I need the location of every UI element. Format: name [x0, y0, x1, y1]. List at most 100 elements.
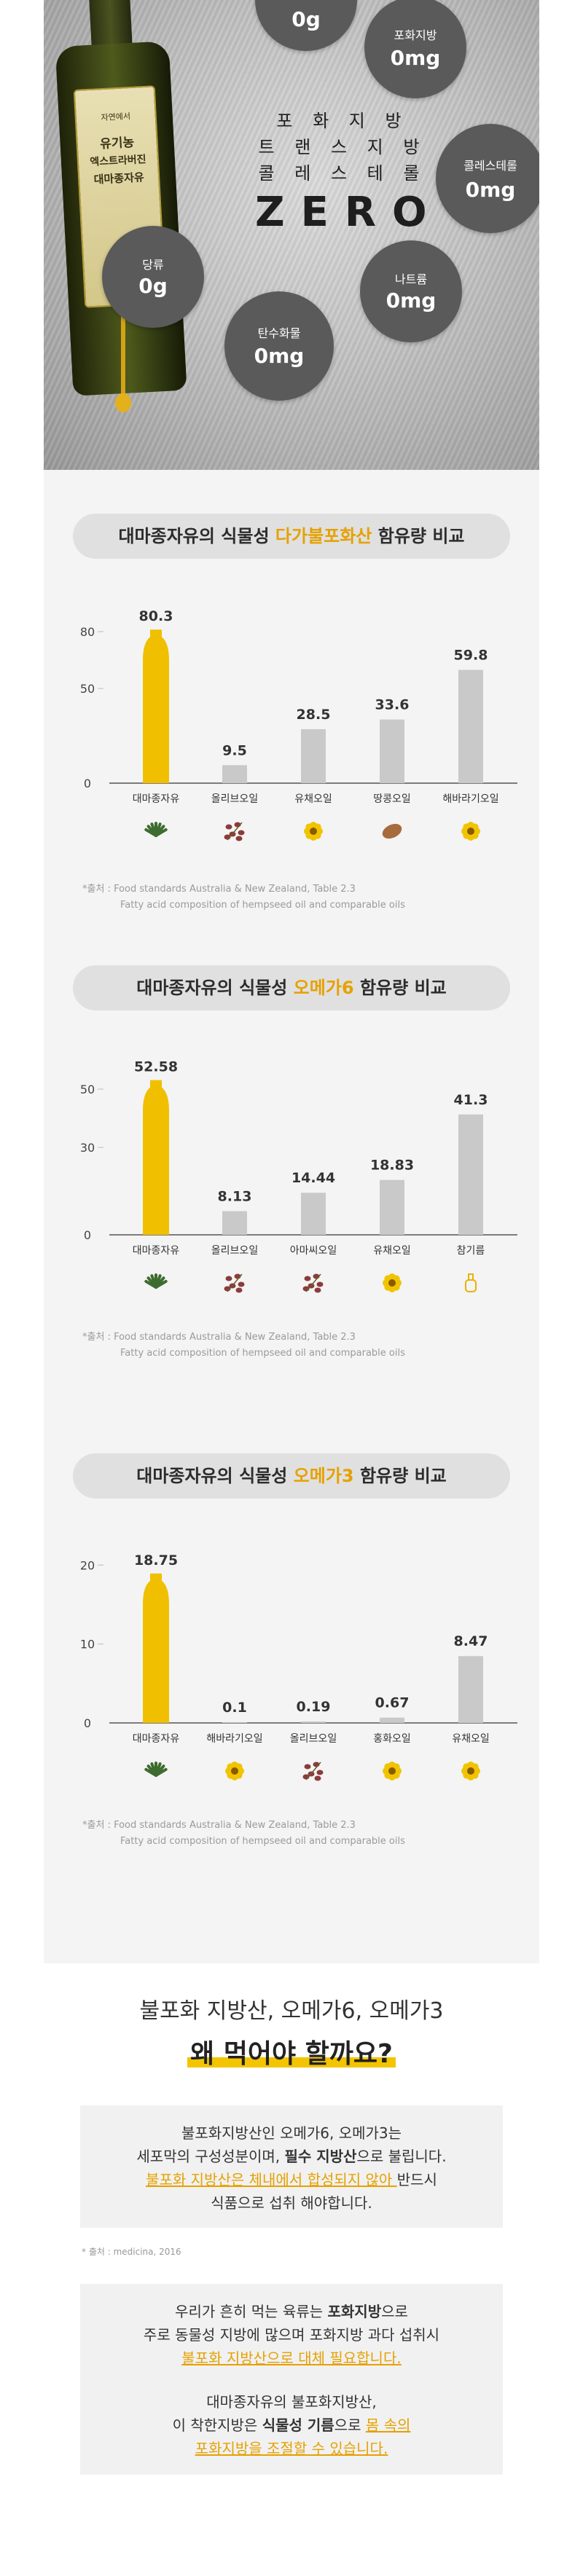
chart-footnote-omega6: *출처 : Food standards Australia & New Zea… — [82, 1332, 405, 1359]
chart-block-omega6: 대마종자유의 식물성 오메가6 함유량 비교 0 30 50 52.58 대마종자유 8.… — [44, 965, 539, 1461]
bar — [380, 1179, 404, 1235]
category-label: 홍화오일 — [373, 1733, 411, 1745]
y-tick-label: 30 — [80, 1141, 95, 1155]
category-label: 땅콩오일 — [373, 793, 411, 805]
bar-hemp-bottle — [143, 1080, 169, 1235]
bar-hemp-bottle — [143, 1573, 169, 1723]
nutrient-bubble-sugar: 당류 0g — [102, 226, 204, 328]
bar-value-label: 0.67 — [375, 1695, 410, 1711]
olive-icon — [224, 822, 245, 841]
chart-block-omega3: 대마종자유의 식물성 오메가3 함유량 비교 0 10 20 18.75 대마종자유 0.… — [44, 1453, 539, 1949]
category-label: 대마종자유 — [133, 1733, 180, 1745]
hemp-leaf-icon — [144, 1762, 168, 1777]
bar — [222, 765, 247, 783]
chart-footnote-pufa: *출처 : Food standards Australia & New Zea… — [82, 884, 405, 911]
category-label: 올리브오일 — [211, 1245, 258, 1257]
chart-footnote-omega3: *출처 : Food standards Australia & New Zea… — [82, 1820, 405, 1847]
hero-line-3: 콜 레 스 테 롤 — [258, 163, 427, 184]
hero-line-2: 트 랜 스 지 방 — [258, 137, 427, 157]
essential-fatty-acid-box: 불포화지방산인 오메가6, 오메가3는 세포막의 구성성분이며, 필수 지방산으… — [80, 2105, 503, 2228]
bar — [458, 669, 483, 783]
sesame-oil-icon — [465, 1273, 477, 1292]
category-label: 아마씨오일 — [290, 1245, 337, 1257]
bar — [222, 1721, 247, 1723]
chart-title-omega6: 대마종자유의 식물성 오메가6 함유량 비교 — [73, 965, 510, 1010]
olive-icon — [302, 1762, 324, 1781]
chart-title-pufa: 대마종자유의 식물성 다가불포화산 함유량 비교 — [73, 514, 510, 559]
category-label: 올리브오일 — [290, 1733, 337, 1745]
hemp-leaf-icon — [144, 822, 168, 837]
safflower-icon — [383, 1762, 402, 1780]
category-label: 대마종자유 — [133, 1245, 180, 1257]
bar-value-label: 0.19 — [297, 1699, 331, 1715]
bar-chart-pufa: 0 50 80 80.3 대마종자유 9.5 올리브오일 28.5 유채오일 33.6 땅콩오일 59… — [80, 608, 517, 841]
chart-title-omega3: 대마종자유의 식물성 오메가3 함유량 비교 — [73, 1453, 510, 1499]
bar-chart-omega3: 0 10 20 18.75 대마종자유 0.1 해바라기오일 0.19 올리브오일 0.67 홍화오… — [80, 1552, 517, 1781]
hero-line-1: 포 화 지 방 — [276, 111, 409, 131]
y-tick-label: 10 — [80, 1638, 95, 1652]
category-label: 유채오일 — [294, 793, 332, 805]
category-label: 해바라기오일 — [206, 1733, 262, 1745]
category-label: 참기름 — [457, 1245, 485, 1257]
y-tick-label: 20 — [80, 1558, 95, 1572]
bar-hemp-bottle — [143, 629, 169, 783]
chart-block-pufa: 대마종자유의 식물성 다가불포화산 함유량 비교 0 50 80 80.3 대마종자유 9… — [44, 470, 539, 965]
saturated-fat-box: 우리가 흔히 먹는 육류는 포화지방으로 주로 동물성 지방에 많으며 포화지방… — [80, 2284, 503, 2475]
bar-value-label: 80.3 — [139, 608, 173, 624]
nutrient-bubble-cholesterol: 콜레스테롤 0mg — [436, 124, 539, 233]
rapeseed-flower-icon — [383, 1273, 402, 1292]
rapeseed-flower-icon — [461, 1762, 480, 1780]
y-tick-label: 80 — [80, 625, 95, 639]
source-note: * 출처 : medicina, 2016 — [82, 2247, 181, 2257]
why-subtitle: 불포화 지방산, 오메가6, 오메가3 — [139, 1998, 444, 2024]
bar — [380, 719, 404, 783]
oil-drop — [115, 393, 131, 412]
y-tick-label: 50 — [80, 1083, 95, 1096]
nutrient-bubble-sodium: 나트륨 0mg — [360, 240, 462, 342]
peanut-icon — [382, 823, 402, 839]
sunflower-icon — [225, 1762, 244, 1780]
category-label: 유채오일 — [452, 1733, 490, 1745]
bar-value-label: 18.75 — [134, 1552, 178, 1568]
hemp-leaf-icon — [144, 1273, 168, 1289]
bar — [458, 1656, 483, 1723]
zero-text: ZERO — [255, 189, 443, 236]
bar-value-label: 0.1 — [222, 1700, 247, 1716]
bar — [458, 1114, 483, 1235]
oil-bottle-image: 자연에서 유기농 엑스트라버진 대마종자유 — [45, 0, 192, 411]
bar — [301, 729, 326, 783]
oil-drip — [121, 291, 125, 401]
y-tick-label: 0 — [84, 777, 91, 790]
bar-value-label: 9.5 — [222, 742, 247, 758]
nutrient-bubble-carbohydrate: 탄수화물 0mg — [224, 291, 334, 401]
bar — [301, 1721, 326, 1723]
why-title: 왜 먹어야 할까요? — [0, 2033, 583, 2070]
bar-value-label: 18.83 — [370, 1158, 414, 1174]
category-label: 올리브오일 — [211, 793, 258, 805]
bar-value-label: 8.47 — [454, 1633, 488, 1649]
comparison-section: 대마종자유의 식물성 다가불포화산 함유량 비교 0 50 80 80.3 대마종자유 9… — [44, 470, 539, 1963]
rapeseed-flower-icon — [304, 822, 323, 841]
flaxseed-icon — [302, 1273, 324, 1293]
bar-value-label: 8.13 — [218, 1188, 252, 1204]
category-label: 대마종자유 — [133, 793, 180, 805]
hero-banner: 자연에서 유기농 엑스트라버진 대마종자유 0g 포화지방 0mg 콜레스테롤 … — [44, 0, 539, 470]
y-tick-label: 0 — [84, 1228, 91, 1242]
y-tick-label: 0 — [84, 1716, 91, 1730]
olive-icon — [224, 1273, 245, 1293]
bar-value-label: 41.3 — [454, 1092, 488, 1108]
bar — [222, 1211, 247, 1235]
y-tick-label: 50 — [80, 682, 95, 696]
bar-value-label: 59.8 — [454, 648, 488, 664]
bar — [301, 1193, 326, 1235]
bar — [380, 1717, 404, 1723]
bar-value-label: 14.44 — [292, 1170, 335, 1186]
category-label: 유채오일 — [373, 1245, 411, 1257]
bar-value-label: 52.58 — [134, 1059, 178, 1075]
sunflower-icon — [461, 822, 480, 841]
nutrient-bubble-saturated-fat: 포화지방 0mg — [364, 0, 466, 98]
bar-value-label: 33.6 — [375, 697, 410, 713]
zero-headline: 포 화 지 방 트 랜 스 지 방 콜 레 스 테 롤 ZERO — [255, 108, 430, 235]
category-label: 해바라기오일 — [442, 793, 498, 805]
